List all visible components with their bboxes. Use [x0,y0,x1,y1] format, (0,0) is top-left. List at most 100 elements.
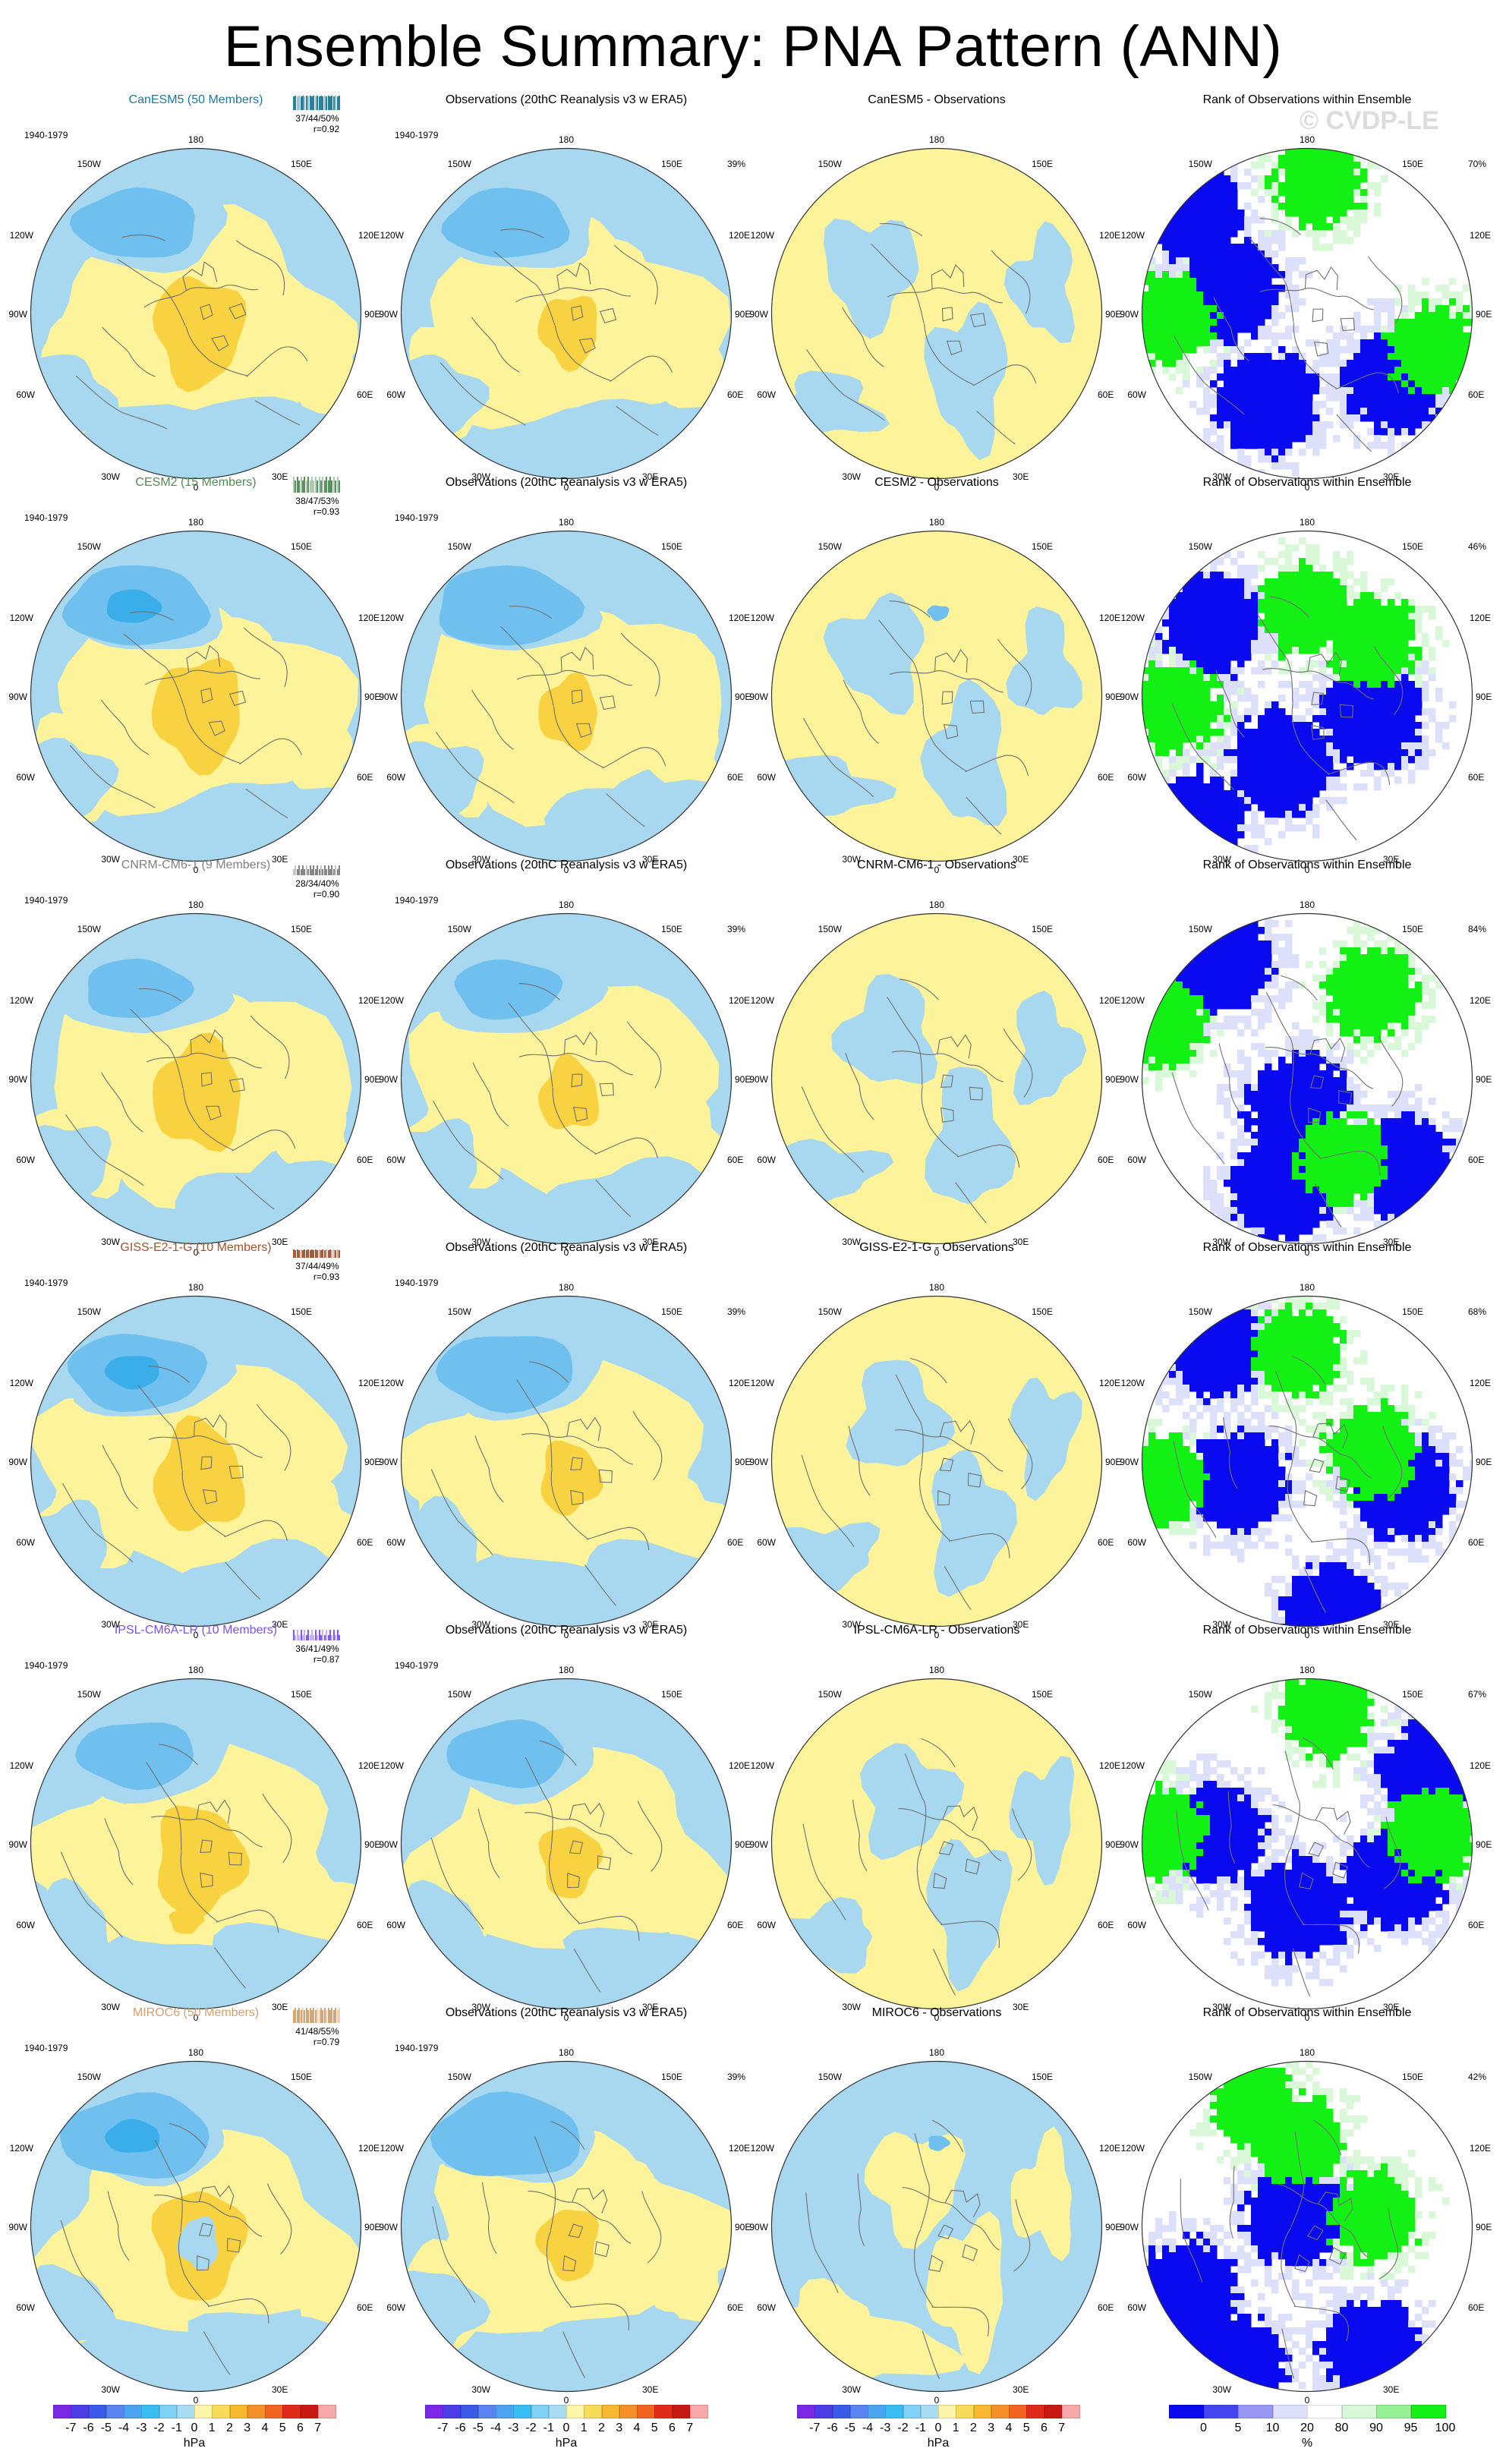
diff-title: GISS-E2-1-G - Observations [859,1241,1014,1254]
longitude-label-lower-right: 30E [272,1619,288,1630]
longitude-label-upper-left: 150W [77,1689,101,1700]
colorbar-tick-label: -1 [171,2421,182,2434]
longitude-label-bottom: 0 [193,2395,199,2406]
histogram-bar [339,96,340,110]
longitude-label-lower-left: 30W [101,854,120,865]
longitude-label-right-upper: 120E [729,995,751,1006]
colorbar-unit: hPa [555,2437,578,2450]
histogram-bar [304,2010,306,2023]
rank-title: Rank of Observations within Ensemble [1202,93,1412,106]
longitude-label-lower-left: 30W [1212,2384,1231,2395]
longitude-label-upper-right: 150E [661,541,683,552]
longitude-label-right-lower: 60E [357,1920,373,1930]
longitude-label-upper-left: 150W [818,159,842,169]
colorbar-tick-label: -2 [153,2421,165,2434]
histogram-bar [318,96,320,110]
longitude-label-lower-right: 30E [1383,471,1400,482]
rank-title: Rank of Observations within Ensemble [1202,1624,1412,1637]
histogram-bar [302,2008,304,2023]
histogram-bar [305,865,307,875]
colorbar-swatch [991,2405,1010,2418]
longitude-label-upper-right: 150E [1032,1689,1054,1700]
longitude-label-left: 90W [749,309,768,320]
longitude-label-left-lower: 60W [1127,1155,1146,1165]
colorbar-swatch [1376,2405,1411,2418]
pattern-correlation: r=0.90 [313,889,340,900]
longitude-label-lower-left: 30W [101,2384,120,2395]
histogram-bar [335,1250,337,1258]
longitude-label-left-upper: 120W [750,230,774,241]
colorbar-tick-label: 1 [580,2421,588,2434]
longitude-label-lower-left: 30W [842,1619,861,1630]
histogram-bar [300,869,302,875]
model-name: MIROC6 (50 Members) [132,2006,260,2019]
longitude-label-right: 90E [735,692,751,702]
histogram-bar [304,96,306,110]
longitude-label-right-lower: 60E [357,1537,373,1548]
longitude-label-right-lower: 60E [1098,1155,1114,1165]
longitude-label-right-lower: 60E [357,772,373,783]
colorbar-tick-label: 2 [226,2421,233,2434]
polar-map [30,912,362,1245]
histogram-bar [304,477,306,493]
histogram-bar [307,2010,310,2023]
longitude-label-lower-left: 30W [842,471,861,482]
histogram-bar [309,96,311,110]
longitude-label-left-lower: 60W [757,1537,776,1548]
longitude-label-lower-left: 30W [471,1619,490,1630]
histogram-bar [300,477,302,493]
colorbar-swatch [106,2405,124,2418]
longitude-label-bottom: 0 [193,482,199,493]
colorbar-tick-label: -7 [437,2421,449,2434]
colorbar-unit: % [1301,2437,1313,2450]
diff-title: CNRM-CM6-1 - Observations [857,859,1016,871]
histogram-bar [295,96,297,110]
longitude-label-upper-right: 150E [1402,1689,1424,1700]
longitude-label-left-upper: 120W [1120,1760,1145,1771]
longitude-label-left-lower: 60W [16,772,35,783]
longitude-label-right-lower: 60E [1468,2302,1485,2313]
histogram-bar [295,1250,297,1258]
longitude-label-upper-right: 150E [1032,541,1054,552]
member-histogram [293,859,342,875]
histogram-bar [329,869,331,875]
obs-title: Observations (20thC Reanalysis v3 w ERA5… [445,1624,688,1637]
longitude-label-left: 90W [8,1457,27,1467]
longitude-label-upper-right: 150E [661,159,683,169]
polar-map [400,1295,733,1627]
polar-map [400,530,733,862]
histogram-bar [309,1250,311,1258]
colorbar-tick-label: 7 [314,2421,322,2434]
longitude-label-lower-left: 30W [101,471,120,482]
longitude-label-right-upper: 120E [729,2143,751,2154]
colorbar-tick-label: -3 [508,2421,519,2434]
histogram-bar [314,869,317,875]
longitude-label-upper-left: 150W [1188,924,1212,934]
longitude-label-left-lower: 60W [757,2302,776,2313]
longitude-label-upper-right: 150E [291,924,313,934]
rank-map [1141,2060,1473,2393]
longitude-label-lower-left: 30W [471,1237,490,1247]
longitude-label-lower-left: 30W [101,1237,120,1247]
colorbar-tick-label: 3 [244,2421,251,2434]
longitude-label-right-upper: 120E [358,1378,380,1388]
rank-percentage: 70% [1468,159,1487,169]
colorbar-hpa-1: -7 -6 -5 -4 -3 -2 -1 0 1 2 3 4 5 6 7 hPa [53,2405,336,2458]
longitude-label-left-lower: 60W [16,1537,35,1548]
explained-variance: 39% [727,1306,746,1317]
longitude-label-lower-left: 30W [842,1237,861,1247]
longitude-label-right: 90E [1105,2222,1122,2232]
polar-map [30,1678,362,2010]
polar-map [770,912,1103,1245]
longitude-label-right-upper: 120E [1470,613,1492,623]
histogram-bar [314,477,317,493]
histogram-bar [318,2010,320,2023]
histogram-bar [320,96,322,110]
histogram-bar [298,1250,301,1258]
histogram-bar [335,96,337,110]
longitude-label-lower-left: 30W [842,2002,861,2012]
longitude-label-left: 90W [8,2222,27,2232]
longitude-label-upper-left: 150W [1188,1689,1212,1700]
model-name: IPSL-CM6A-LR (10 Members) [114,1624,278,1637]
longitude-label-right: 90E [1105,1839,1122,1850]
